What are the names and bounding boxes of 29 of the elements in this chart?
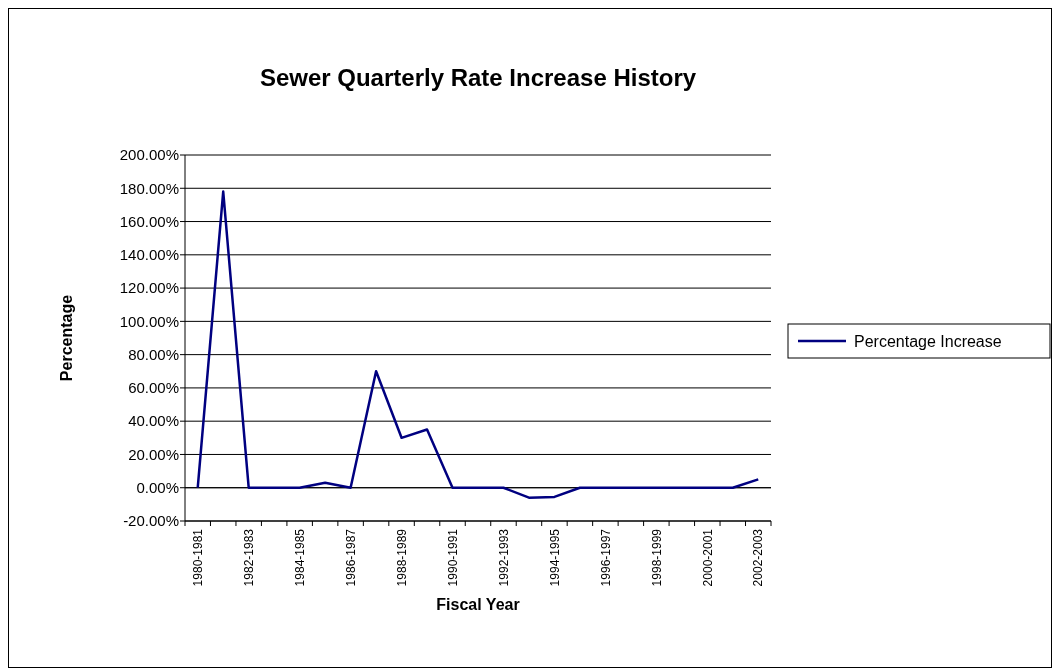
line-series: [196, 190, 760, 499]
x-tick-label: 1980-1981: [190, 528, 205, 587]
x-tick-label: 1994-1995: [547, 528, 562, 587]
y-tick-label: -20.00%: [123, 512, 179, 530]
y-tick-label: 100.00%: [119, 312, 179, 330]
x-tick-label: 1988-1989: [394, 528, 409, 587]
y-axis-title: Percentage: [58, 294, 75, 382]
x-tick-label: 1982-1983: [241, 528, 256, 587]
x-axis-title: Fiscal Year: [436, 596, 520, 613]
y-tick-label: 200.00%: [119, 146, 179, 164]
y-tick-label: 120.00%: [119, 279, 179, 297]
y-tick-label: 160.00%: [119, 212, 179, 230]
x-tick-label: 1996-1997: [598, 528, 613, 587]
x-tick-label: 1984-1985: [292, 528, 307, 587]
y-tick-label: 60.00%: [128, 379, 179, 397]
x-tick-label: 2002-2003: [751, 528, 766, 587]
y-tick-label: 80.00%: [128, 345, 179, 363]
x-tick-label: 1992-1993: [496, 528, 511, 587]
legend-label: Percentage Increase: [854, 332, 1002, 350]
x-tick-label: 1990-1991: [445, 528, 460, 587]
y-tick-label: 140.00%: [119, 246, 179, 264]
y-tick-label: 180.00%: [119, 179, 179, 197]
y-tick-label: 40.00%: [128, 412, 179, 430]
chart-title: Sewer Quarterly Rate Increase History: [259, 64, 697, 91]
y-tick-label: 0.00%: [136, 478, 179, 496]
y-tick-label: 20.00%: [128, 445, 179, 463]
x-tick-label: 1986-1987: [343, 528, 358, 587]
x-tick-label: 2000-2001: [700, 528, 715, 587]
x-tick-label: 1998-1999: [649, 528, 664, 587]
